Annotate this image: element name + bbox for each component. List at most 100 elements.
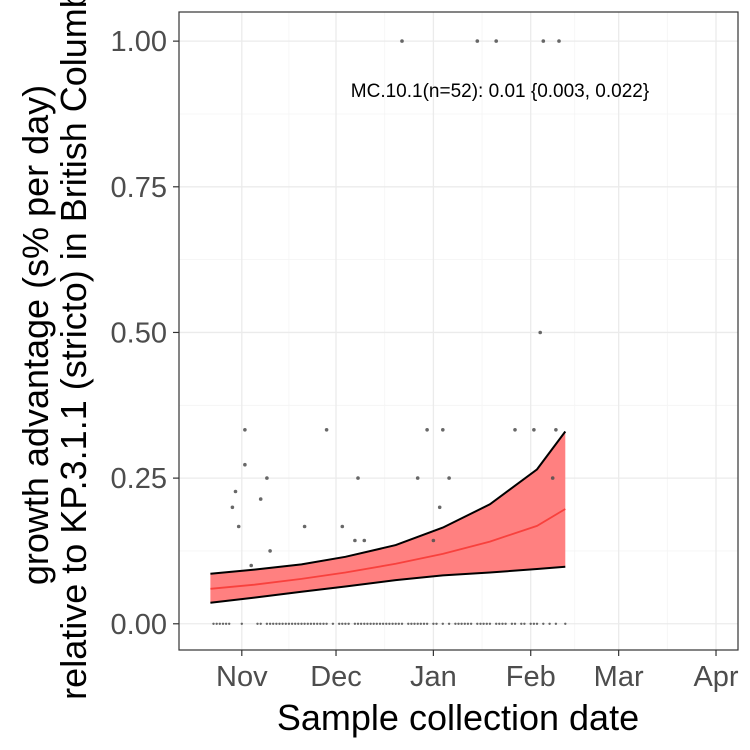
- data-point: [397, 622, 400, 625]
- data-point: [322, 622, 325, 625]
- data-point: [303, 622, 306, 625]
- data-point: [302, 524, 307, 529]
- data-point: [482, 622, 485, 625]
- x-tick-label: Feb: [506, 661, 556, 693]
- data-point: [425, 428, 429, 432]
- data-point: [275, 622, 278, 625]
- data-point: [372, 622, 375, 625]
- data-point: [554, 622, 558, 625]
- data-point: [272, 622, 275, 625]
- data-point: [447, 476, 451, 480]
- data-point: [463, 622, 466, 625]
- data-point: [541, 39, 546, 43]
- x-tick-label: Dec: [310, 661, 362, 693]
- data-point: [479, 622, 482, 625]
- y-axis-title-line-2: relative to KP.3.1.1 (stricto) in Britis…: [53, 0, 94, 700]
- data-point: [228, 622, 231, 625]
- data-point: [410, 622, 413, 625]
- ribbon-upper-bound: [210, 430, 567, 575]
- data-point: [441, 428, 445, 432]
- data-point: [215, 622, 218, 625]
- series-layer: [210, 39, 567, 625]
- data-point: [564, 622, 567, 625]
- data-point: [504, 622, 507, 625]
- y-axis-title-line-1: growth advantage (s% per day): [15, 85, 56, 585]
- y-tick-label: 0.50: [111, 317, 167, 349]
- data-point: [366, 622, 369, 625]
- x-tick-label: Mar: [594, 661, 644, 693]
- chart-annotation: MC.10.1(n=52): 0.01 {0.003, 0.022}: [351, 81, 649, 102]
- data-point: [362, 538, 367, 543]
- data-point: [356, 622, 360, 625]
- data-point: [513, 622, 517, 625]
- data-point: [249, 563, 253, 568]
- data-point: [532, 428, 536, 432]
- data-point: [413, 622, 416, 625]
- data-point: [381, 622, 385, 625]
- data-point: [425, 622, 429, 625]
- data-point: [347, 622, 350, 625]
- data-point: [265, 476, 269, 480]
- x-tick-label: Apr: [693, 661, 738, 693]
- data-point: [385, 622, 388, 625]
- data-point: [432, 622, 435, 625]
- data-point: [353, 538, 357, 543]
- y-axis-title: growth advantage (s% per day) relative t…: [15, 0, 94, 700]
- data-point: [278, 622, 281, 625]
- data-point: [535, 622, 539, 625]
- data-point: [221, 622, 225, 625]
- data-point: [513, 428, 517, 432]
- data-point: [363, 622, 366, 625]
- data-point: [400, 622, 404, 625]
- data-point: [300, 622, 303, 625]
- data-point: [353, 622, 357, 625]
- x-tick-label: Jan: [410, 661, 457, 693]
- data-point: [369, 622, 372, 625]
- data-point: [431, 538, 436, 543]
- data-point: [378, 622, 382, 625]
- data-point: [325, 622, 328, 625]
- data-point: [466, 622, 470, 625]
- x-tick-label: Nov: [216, 661, 268, 693]
- data-point: [510, 622, 514, 625]
- data-point: [488, 622, 492, 625]
- data-point: [391, 622, 394, 625]
- data-point: [557, 39, 561, 43]
- ribbon-lower-bound: [210, 565, 566, 604]
- y-tick-label: 0.00: [111, 609, 167, 641]
- fit-line: [210, 508, 566, 590]
- data-point: [284, 622, 287, 625]
- data-point: [520, 622, 523, 625]
- data-point: [294, 622, 297, 625]
- y-axis: 0.00 0.25 0.50 0.75 1.00: [111, 26, 179, 641]
- data-point: [230, 505, 235, 510]
- data-point: [265, 622, 269, 625]
- data-point: [407, 622, 410, 625]
- data-point: [388, 622, 391, 625]
- data-point: [548, 622, 551, 625]
- data-point: [281, 622, 284, 625]
- data-point: [454, 622, 457, 625]
- data-point: [312, 622, 316, 625]
- data-point: [419, 622, 422, 625]
- data-point: [236, 524, 241, 529]
- data-point: [240, 622, 243, 625]
- data-point: [422, 622, 426, 625]
- y-tick-label: 1.00: [111, 26, 167, 58]
- data-point: [341, 622, 344, 625]
- data-point: [359, 622, 363, 625]
- data-point: [441, 622, 444, 625]
- data-point: [494, 39, 499, 43]
- data-point: [435, 622, 438, 625]
- data-point: [529, 622, 532, 625]
- data-point: [290, 622, 294, 625]
- data-point: [287, 622, 291, 625]
- data-point: [331, 622, 335, 625]
- data-point: [415, 476, 420, 480]
- data-point: [233, 489, 238, 494]
- data-point: [400, 39, 404, 43]
- y-tick-label: 0.25: [111, 463, 167, 495]
- data-point: [495, 622, 498, 625]
- data-point: [256, 622, 259, 625]
- data-point: [268, 622, 272, 625]
